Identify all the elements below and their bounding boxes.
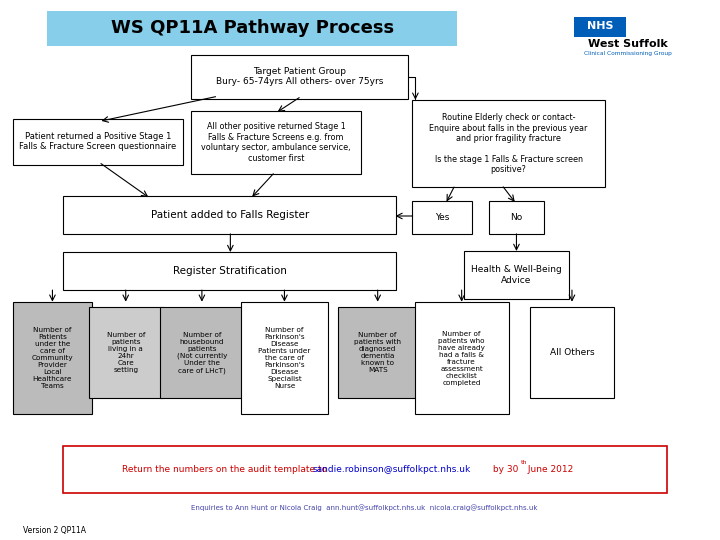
FancyBboxPatch shape <box>160 307 244 398</box>
Text: June 2012: June 2012 <box>525 465 573 474</box>
FancyBboxPatch shape <box>13 119 183 165</box>
FancyBboxPatch shape <box>63 196 396 234</box>
FancyBboxPatch shape <box>192 55 408 99</box>
FancyBboxPatch shape <box>89 307 163 398</box>
FancyBboxPatch shape <box>13 302 91 414</box>
Text: West Suffolk: West Suffolk <box>588 39 667 49</box>
FancyBboxPatch shape <box>192 111 361 174</box>
Text: Version 2 QP11A: Version 2 QP11A <box>22 526 86 535</box>
FancyBboxPatch shape <box>530 307 614 398</box>
Text: Routine Elderly check or contact-
Enquire about falls in the previous year
and p: Routine Elderly check or contact- Enquir… <box>429 113 588 174</box>
Text: by 30: by 30 <box>490 465 518 474</box>
FancyBboxPatch shape <box>241 302 328 414</box>
FancyBboxPatch shape <box>48 11 456 46</box>
Text: Number of
housebound
patients
(Not currently
Under the
care of LHcT): Number of housebound patients (Not curre… <box>176 332 227 374</box>
Text: Patient returned a Positive Stage 1
Falls & Fracture Screen questionnaire: Patient returned a Positive Stage 1 Fall… <box>19 132 176 151</box>
Text: Number of
patients who
have already
had a falls &
fracture
assessment
checklist
: Number of patients who have already had … <box>438 330 485 386</box>
FancyBboxPatch shape <box>464 251 569 299</box>
Text: NHS: NHS <box>588 22 613 31</box>
Text: No: No <box>510 213 523 222</box>
FancyBboxPatch shape <box>63 252 396 290</box>
FancyBboxPatch shape <box>412 100 606 187</box>
Text: Number of
patients with
diagnosed
dementia
known to
MATS: Number of patients with diagnosed dement… <box>354 332 401 373</box>
FancyBboxPatch shape <box>412 201 472 234</box>
Text: All other positive returned Stage 1
Falls & Fracture Screens e.g. from
voluntary: All other positive returned Stage 1 Fall… <box>201 123 351 163</box>
Text: Patient added to Falls Register: Patient added to Falls Register <box>150 210 309 220</box>
Text: Number of
Parkinson's
Disease
Patients under
the care of
Parkinson's
Disease
Spe: Number of Parkinson's Disease Patients u… <box>258 327 310 389</box>
Text: Clinical Commissioning Group: Clinical Commissioning Group <box>583 51 672 56</box>
Text: sandie.robinson@suffolkpct.nhs.uk: sandie.robinson@suffolkpct.nhs.uk <box>313 465 471 474</box>
Text: Health & Well-Being
Advice: Health & Well-Being Advice <box>471 265 562 285</box>
Text: Number of
patients
living in a
24hr
Care
setting: Number of patients living in a 24hr Care… <box>107 332 145 373</box>
Text: Number of
Patients
under the
care of
Community
Provider
Local
Healthcare
Teams: Number of Patients under the care of Com… <box>32 327 73 389</box>
Text: WS QP11A Pathway Process: WS QP11A Pathway Process <box>111 19 394 37</box>
FancyBboxPatch shape <box>338 307 418 398</box>
Text: Return the numbers on the audit template to: Return the numbers on the audit template… <box>122 465 330 474</box>
FancyBboxPatch shape <box>489 201 544 234</box>
FancyBboxPatch shape <box>415 302 508 414</box>
FancyBboxPatch shape <box>574 17 626 37</box>
Text: Target Patient Group
Bury- 65-74yrs All others- over 75yrs: Target Patient Group Bury- 65-74yrs All … <box>216 67 384 86</box>
Text: th: th <box>521 460 527 465</box>
FancyBboxPatch shape <box>63 446 667 493</box>
Text: Yes: Yes <box>435 213 449 222</box>
Text: Enquiries to Ann Hunt or Nicola Craig  ann.hunt@suffolkpct.nhs.uk  nicola.craig@: Enquiries to Ann Hunt or Nicola Craig an… <box>191 504 537 511</box>
Text: Register Stratification: Register Stratification <box>173 266 287 276</box>
Text: All Others: All Others <box>549 348 594 357</box>
